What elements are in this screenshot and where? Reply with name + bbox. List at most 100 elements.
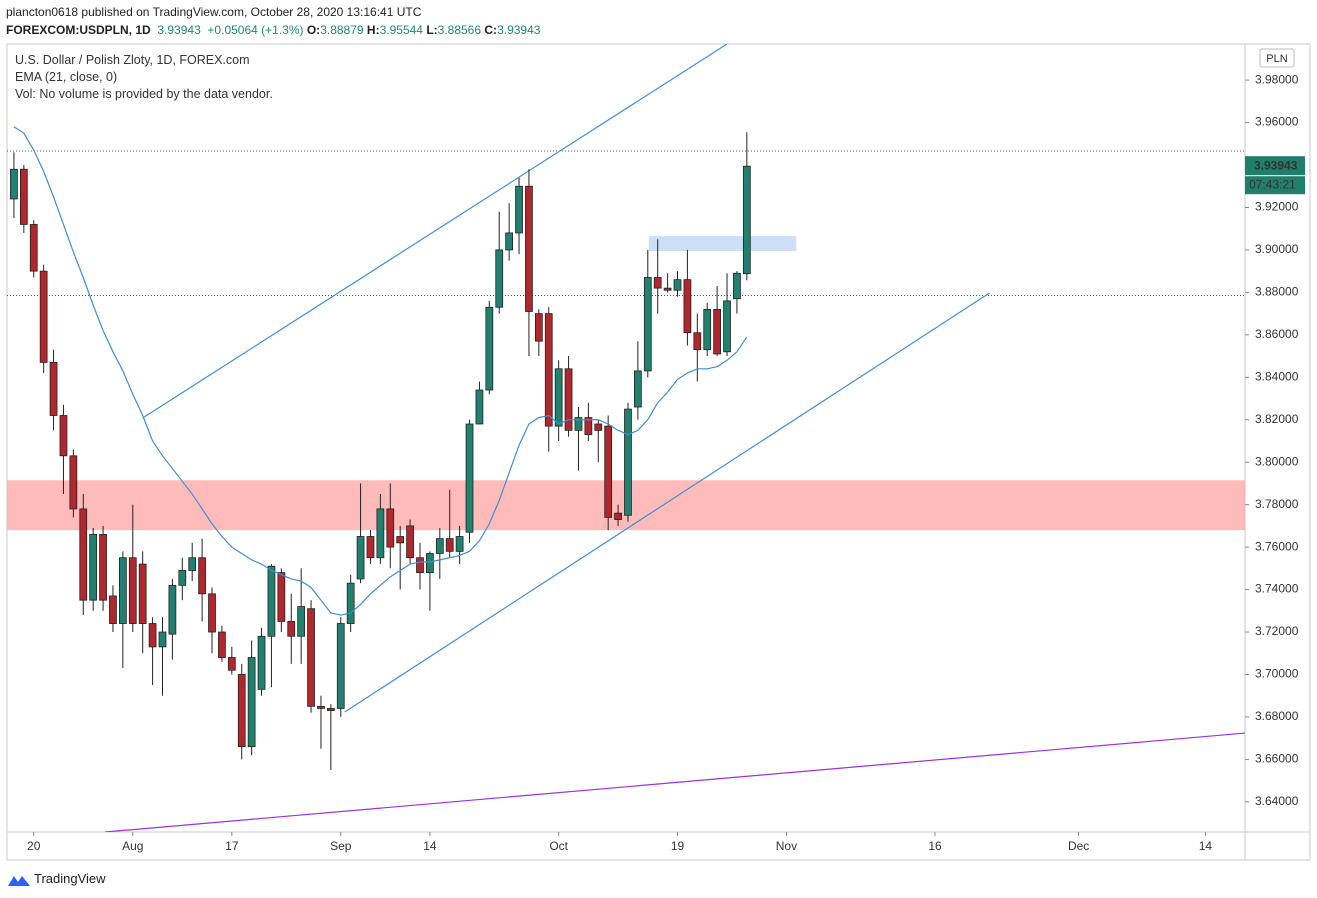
y-tick-label: 3.84000: [1255, 369, 1299, 383]
candle-body: [733, 272, 741, 300]
x-tick-label: 16: [928, 839, 942, 853]
candle-body: [386, 508, 395, 548]
candle-body: [554, 368, 563, 427]
candle-body: [39, 270, 48, 363]
y-tick-label: 3.86000: [1255, 327, 1299, 341]
candle-body: [485, 306, 494, 391]
y-tick-label: 3.96000: [1255, 115, 1299, 129]
candle-body: [356, 536, 365, 580]
y-tick-label: 3.98000: [1255, 72, 1299, 86]
candle-body: [19, 168, 28, 225]
candle-body: [29, 224, 38, 272]
h-value: 3.95544: [379, 23, 423, 37]
footer: TradingView: [34, 871, 106, 886]
price-label: 3.93943: [1254, 158, 1298, 172]
candle-body: [525, 185, 533, 312]
candle-body: [673, 279, 682, 291]
countdown-box: [1245, 176, 1305, 195]
candle-body: [683, 279, 692, 334]
countdown: 07:43:21: [1249, 177, 1296, 191]
legend-ema: EMA (21, close, 0): [15, 70, 118, 84]
candle-body: [445, 538, 454, 552]
x-tick-label: Dec: [1068, 839, 1089, 853]
candle-body: [257, 635, 266, 690]
candle-body: [624, 408, 632, 516]
candle-body: [336, 623, 345, 709]
candle-body: [277, 572, 286, 622]
candle-body: [109, 595, 117, 624]
y-tick-label: 3.68000: [1255, 709, 1299, 723]
candle-body: [89, 533, 98, 601]
x-tick-label: Aug: [122, 839, 143, 853]
candle-body: [544, 313, 553, 427]
candle-body: [99, 533, 107, 601]
l-value: 3.88566: [437, 23, 482, 37]
candle-body: [10, 168, 18, 200]
candle-body: [138, 563, 147, 624]
candle-body: [267, 565, 276, 637]
y-tick-label: 3.64000: [1255, 794, 1299, 808]
candle-body: [574, 417, 583, 431]
candle-body: [406, 525, 414, 559]
legend-title: U.S. Dollar / Polish Zloty, 1D, FOREX.co…: [15, 53, 250, 67]
candle-body: [366, 536, 375, 559]
x-tick-label: Oct: [549, 839, 568, 853]
y-tick-label: 3.74000: [1255, 582, 1299, 596]
x-tick-label: Nov: [776, 839, 797, 853]
trend-line: [142, 44, 728, 419]
candle-body: [49, 362, 58, 416]
candle-body: [69, 455, 78, 510]
candle-body: [188, 557, 197, 571]
candle-body: [198, 557, 206, 595]
y-tick-label: 3.72000: [1255, 624, 1299, 638]
frame: [6, 43, 1311, 861]
tradingview-logo: [8, 876, 30, 886]
ema-line: [13, 126, 748, 616]
plot: [7, 44, 1245, 832]
candle-body: [713, 308, 721, 355]
x-tick-label: 14: [1199, 839, 1213, 853]
candle-body: [515, 185, 523, 234]
candle-body: [307, 608, 315, 707]
x-tick-label: 20: [27, 839, 41, 853]
y-tick-label: 3.76000: [1255, 539, 1299, 553]
candle-body: [416, 557, 424, 573]
candle-body: [317, 705, 325, 709]
candle-body: [326, 708, 335, 711]
y-tick-label: 3.80000: [1255, 454, 1299, 468]
candle-body: [643, 277, 652, 372]
candle-body: [534, 313, 543, 342]
candle-body: [148, 623, 157, 648]
candle-body: [742, 165, 751, 275]
candle-body: [59, 415, 68, 457]
candle-body: [495, 249, 504, 308]
c-value: 3.93943: [497, 23, 541, 37]
candle-body: [297, 606, 306, 637]
o-value: 3.88879: [320, 23, 364, 37]
trend-line: [344, 292, 990, 713]
legend-vol: Vol: No volume is provided by the data v…: [15, 87, 273, 101]
y-tick-label: 3.82000: [1255, 412, 1299, 426]
zone: [648, 236, 797, 251]
candle-body: [346, 582, 355, 624]
x-tick-label: Sep: [330, 839, 352, 853]
candle-body: [287, 621, 296, 637]
candle-body: [178, 570, 187, 586]
x-tick-label: 17: [225, 839, 239, 853]
o-label: O:: [306, 23, 321, 37]
symbol: FOREXCOM:USDPLN, 1D: [6, 23, 151, 37]
candle-body: [426, 553, 434, 573]
candle-body: [128, 557, 137, 624]
candle-body: [505, 232, 513, 251]
candle-body: [564, 368, 573, 431]
l-label: L:: [426, 23, 438, 37]
legend: U.S. Dollar / Polish Zloty, 1D, FOREX.co…: [15, 52, 273, 103]
x-tick-label: 19: [671, 839, 685, 853]
quote-line: FOREXCOM:USDPLN, 1D 3.93943 +0.05064 (+1…: [6, 21, 540, 39]
h-label: H:: [366, 23, 380, 37]
candle-body: [227, 657, 236, 671]
price-label-box: [1245, 156, 1305, 176]
candle-body: [218, 631, 226, 658]
